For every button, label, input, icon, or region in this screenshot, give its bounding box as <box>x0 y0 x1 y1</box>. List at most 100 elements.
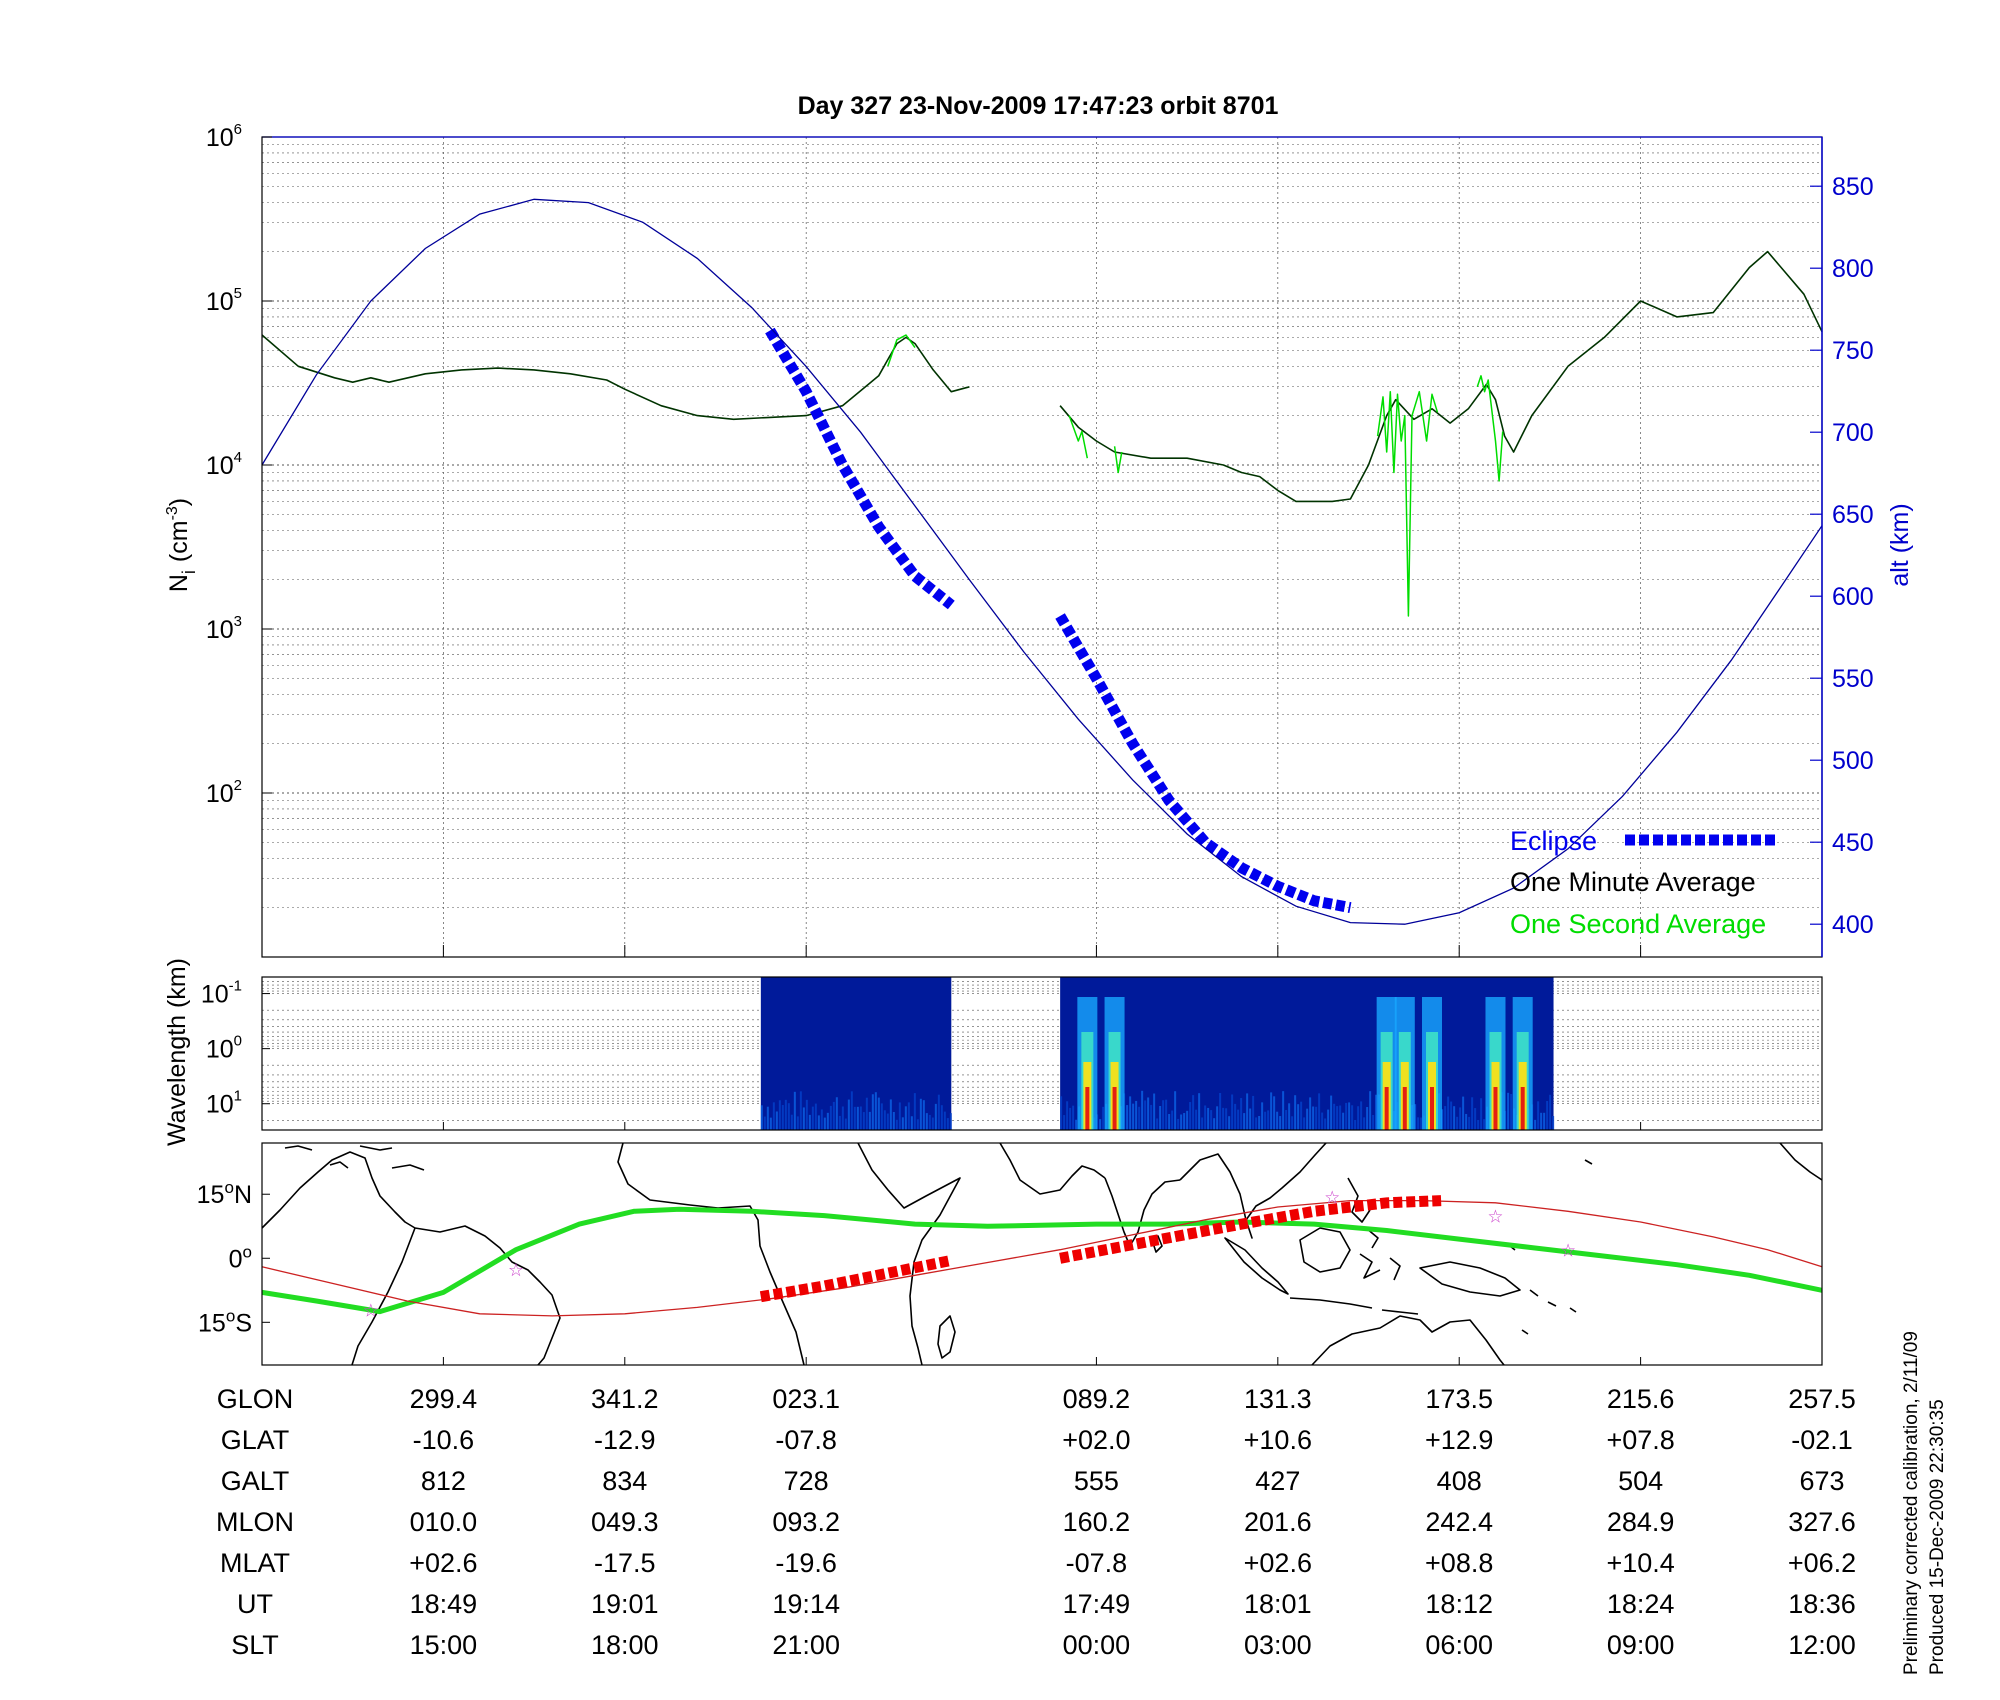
spectrogram-column <box>1327 1109 1330 1130</box>
coastline-central-america <box>261 1151 416 1229</box>
spectrogram-column <box>799 1091 802 1130</box>
spectrogram-column <box>1165 1099 1168 1130</box>
orbit-value-ut: 19:14 <box>772 1589 840 1619</box>
spectrogram-column <box>874 1092 877 1130</box>
coastline-south-america <box>351 1225 561 1366</box>
spectrogram-column <box>1207 1107 1210 1130</box>
spectrogram-column <box>1129 1096 1132 1130</box>
coastline-india <box>1104 1177 1181 1247</box>
spectrogram-column <box>1189 1102 1192 1130</box>
chart-title: Day 327 23-Nov-2009 17:47:23 orbit 8701 <box>798 92 1279 120</box>
spectrogram-column <box>1060 1096 1063 1130</box>
spectrogram-column <box>904 1106 907 1130</box>
spectrogram-column <box>1303 1117 1306 1130</box>
ylabel-subscript: i <box>179 570 199 574</box>
spectrogram-column <box>1417 1117 1420 1130</box>
spectrogram-column <box>1216 1106 1219 1130</box>
spectrogram-column <box>790 1114 793 1130</box>
spectrogram-column <box>946 1118 949 1130</box>
spectrogram-hotspot <box>1384 1087 1389 1130</box>
star-marker: ☆ <box>1560 1241 1576 1262</box>
coastline-australia <box>1311 1315 1505 1366</box>
spectrogram-hotspot <box>1520 1087 1525 1130</box>
spectrogram-column <box>862 1112 865 1130</box>
spectrogram-column <box>934 1103 937 1130</box>
orbit-value-ut: 19:01 <box>591 1589 659 1619</box>
ground-track-panel: ☆ ☆ ☆ ☆ ☆ 15oN 0o 15oS <box>197 1142 1823 1366</box>
orbit-value-galt: 673 <box>1799 1466 1844 1496</box>
spectrogram-column <box>1168 1113 1171 1130</box>
orbit-value-mlat: +06.2 <box>1788 1548 1856 1578</box>
spectrogram-column <box>1324 1118 1327 1130</box>
ion-density-marks <box>261 198 1823 925</box>
orbit-value-galt: 555 <box>1074 1466 1119 1496</box>
orbit-value-slt: 03:00 <box>1244 1630 1312 1660</box>
spectrogram-column <box>1231 1094 1234 1130</box>
legend: Eclipse One Minute Average One Second Av… <box>1510 826 1775 939</box>
spectrogram-column <box>787 1103 790 1130</box>
orbit-value-slt: 09:00 <box>1607 1630 1675 1660</box>
spectrogram-column <box>1291 1116 1294 1130</box>
spectrogram-column <box>1240 1098 1243 1130</box>
spectrogram-column <box>1252 1095 1255 1130</box>
spectrogram-column <box>1315 1106 1318 1130</box>
spectrogram-column <box>1195 1109 1198 1130</box>
spectrogram-column <box>1300 1101 1303 1130</box>
spectrogram-column <box>1213 1118 1216 1130</box>
spectrogram-column <box>1198 1093 1201 1130</box>
spectrogram-column <box>1465 1113 1468 1130</box>
coastline-borneo <box>1299 1227 1351 1273</box>
orbit-value-mlon: 327.6 <box>1788 1507 1856 1537</box>
spectrogram-column <box>1261 1102 1264 1130</box>
star-marker: ☆ <box>363 1301 379 1322</box>
altitude-axis-label: alt (km) <box>1886 503 1914 586</box>
spectrogram-column <box>1132 1103 1135 1130</box>
spectrogram-column <box>1357 1106 1360 1130</box>
spectrogram-column <box>1471 1097 1474 1130</box>
ion-density-panel: 102 103 104 105 106 400 450 500 550 600 650 700 750… <box>164 121 1914 958</box>
spectrogram-column <box>913 1093 916 1130</box>
spectrogram-column <box>868 1111 871 1130</box>
spectrogram-column <box>1270 1092 1273 1130</box>
spectrogram-column <box>1159 1105 1162 1130</box>
spectrogram-column <box>1333 1103 1336 1130</box>
orbit-row-label-glat: GLAT <box>221 1425 290 1455</box>
spectrogram-column <box>892 1111 895 1130</box>
spectrogram-column <box>1180 1114 1183 1130</box>
ylabel-exponent: -3 <box>164 506 181 520</box>
spectrogram-column <box>832 1101 835 1130</box>
spectrogram-column <box>1243 1113 1246 1130</box>
altitude-tick-label: 800 <box>1832 255 1874 283</box>
spectrogram-column <box>940 1105 943 1130</box>
spectrogram-column <box>1141 1090 1144 1130</box>
spectrogram-column <box>1249 1108 1252 1130</box>
altitude-tick-label: 550 <box>1832 665 1874 693</box>
spectrogram-column <box>949 1113 952 1130</box>
spectrogram-column <box>1462 1096 1465 1130</box>
legend-eclipse-label: Eclipse <box>1510 826 1597 856</box>
magnetic-equator-line <box>261 1199 1823 1317</box>
orbit-value-mlon: 160.2 <box>1063 1507 1131 1537</box>
spectrogram-column <box>1549 1094 1552 1130</box>
altitude-tick-label: 850 <box>1832 173 1874 201</box>
orbit-row-label-mlat: MLAT <box>220 1548 290 1578</box>
spectrogram-column <box>784 1099 787 1130</box>
produced-note: Produced 15-Dec-2009 22:30:35 <box>1927 1399 1948 1675</box>
orbit-value-glat: +12.9 <box>1425 1425 1493 1455</box>
map-plot-area <box>262 1143 1822 1365</box>
spectrogram-column <box>1453 1106 1456 1130</box>
y-tick-label: 105 <box>206 285 242 316</box>
spectrogram-column <box>1147 1097 1150 1130</box>
ylabel-unit: (cm <box>165 520 193 562</box>
spectrogram-column <box>883 1110 886 1130</box>
spectrogram-column <box>1201 1117 1204 1130</box>
orbit-value-slt: 12:00 <box>1788 1630 1856 1660</box>
coastline-southeast-asia <box>1179 1142 1327 1239</box>
spectrogram-column <box>925 1113 928 1130</box>
spectrogram-column <box>826 1112 829 1130</box>
coastline-arabia <box>999 1142 1106 1195</box>
spectrogram-y-ticks: 10-1 100 101 <box>201 978 270 1119</box>
legend-one-second-label: One Second Average <box>1510 909 1766 939</box>
eclipse-track-line <box>1059 1195 1442 1264</box>
spectrogram-column <box>1483 1119 1486 1130</box>
